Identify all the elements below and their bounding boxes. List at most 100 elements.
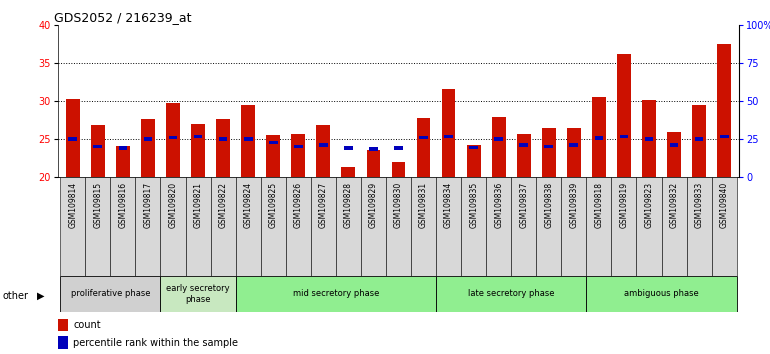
Text: mid secretory phase: mid secretory phase [293, 289, 379, 298]
Bar [469, 145, 478, 149]
Bar [486, 177, 511, 276]
Bar [542, 127, 556, 177]
Text: percentile rank within the sample: percentile rank within the sample [73, 338, 238, 348]
Text: ambiguous phase: ambiguous phase [624, 289, 699, 298]
Bar [241, 105, 255, 177]
Text: proliferative phase: proliferative phase [71, 289, 150, 298]
Text: GSM109817: GSM109817 [143, 182, 152, 228]
Bar [617, 54, 631, 177]
Text: GSM109837: GSM109837 [519, 182, 528, 228]
Bar [110, 177, 136, 276]
Bar [444, 135, 453, 138]
Bar [720, 135, 728, 138]
Bar [419, 136, 428, 139]
Text: GSM109819: GSM109819 [619, 182, 628, 228]
Bar [219, 137, 227, 141]
Bar [687, 177, 711, 276]
Text: count: count [73, 320, 101, 330]
Text: GSM109827: GSM109827 [319, 182, 328, 228]
Text: GSM109824: GSM109824 [243, 182, 253, 228]
Text: GSM109840: GSM109840 [720, 182, 728, 228]
Text: late secretory phase: late secretory phase [468, 289, 554, 298]
Bar [319, 143, 328, 147]
Text: GSM109832: GSM109832 [670, 182, 678, 228]
Bar [194, 135, 203, 138]
Bar [587, 177, 611, 276]
Bar [667, 132, 681, 177]
Bar [216, 119, 230, 177]
Bar [266, 135, 280, 177]
Bar [511, 177, 536, 276]
Bar [536, 177, 561, 276]
Bar [517, 135, 531, 177]
Bar [642, 100, 656, 177]
Text: GSM109839: GSM109839 [569, 182, 578, 228]
Bar [394, 146, 403, 150]
Bar [519, 143, 528, 147]
Bar [442, 89, 456, 177]
Bar [661, 177, 687, 276]
Bar [119, 146, 127, 150]
Text: GSM109816: GSM109816 [119, 182, 127, 228]
Bar [644, 137, 654, 141]
Text: GSM109829: GSM109829 [369, 182, 378, 228]
Bar [69, 137, 77, 141]
Text: GSM109823: GSM109823 [644, 182, 654, 228]
Bar [236, 177, 261, 276]
Bar [561, 177, 587, 276]
Bar [620, 135, 628, 138]
Bar [311, 177, 336, 276]
Bar [461, 177, 486, 276]
Text: GSM109826: GSM109826 [294, 182, 303, 228]
Bar [291, 133, 305, 177]
Text: GSM109836: GSM109836 [494, 182, 503, 228]
Bar [436, 177, 461, 276]
Bar [611, 177, 637, 276]
Text: GSM109833: GSM109833 [695, 182, 704, 228]
Bar [244, 137, 253, 141]
Bar [166, 103, 180, 177]
Bar [594, 137, 603, 140]
Bar [494, 137, 503, 141]
Bar [93, 145, 102, 148]
Bar [718, 44, 731, 177]
Bar [336, 177, 361, 276]
Text: GSM109822: GSM109822 [219, 182, 228, 228]
Bar [316, 125, 330, 177]
Text: GSM109838: GSM109838 [544, 182, 554, 228]
Bar [116, 146, 130, 177]
Bar [66, 99, 79, 177]
Bar [85, 177, 110, 276]
Bar [58, 336, 68, 349]
Text: GSM109835: GSM109835 [469, 182, 478, 228]
Bar [341, 167, 355, 177]
Bar [60, 177, 85, 276]
Bar [186, 177, 210, 276]
Bar [143, 137, 152, 141]
Bar [692, 105, 706, 177]
Text: GSM109820: GSM109820 [169, 182, 178, 228]
Bar [436, 276, 587, 312]
Bar [269, 141, 278, 144]
Bar [60, 276, 160, 312]
Text: early secretory
phase: early secretory phase [166, 284, 230, 303]
Text: GSM109830: GSM109830 [394, 182, 403, 228]
Bar [369, 147, 378, 150]
Bar [567, 127, 581, 177]
Bar [592, 97, 606, 177]
Text: GSM109828: GSM109828 [344, 182, 353, 228]
Text: GSM109815: GSM109815 [93, 182, 102, 228]
Bar [294, 145, 303, 148]
Bar [261, 177, 286, 276]
Bar [711, 177, 737, 276]
Bar [417, 118, 430, 177]
Text: GSM109814: GSM109814 [69, 182, 77, 228]
Bar [467, 145, 480, 177]
Text: GSM109818: GSM109818 [594, 182, 604, 228]
Bar [210, 177, 236, 276]
Bar [544, 145, 553, 148]
Bar [236, 276, 436, 312]
Bar [169, 136, 177, 139]
Bar [286, 177, 311, 276]
Bar [141, 119, 155, 177]
